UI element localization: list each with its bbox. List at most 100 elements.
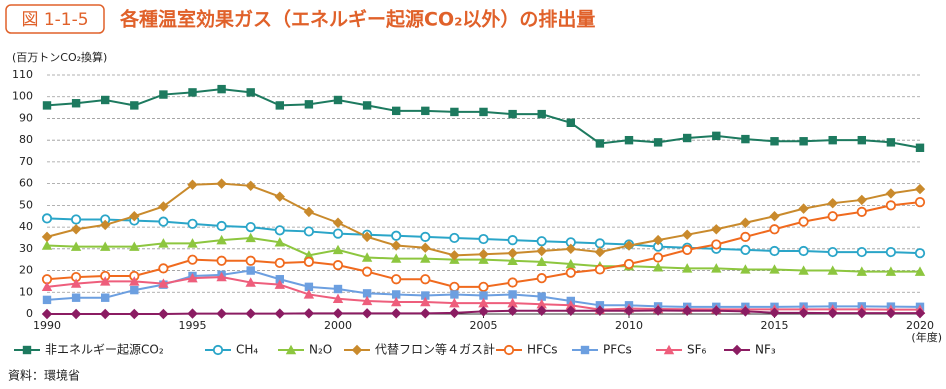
marker bbox=[503, 344, 515, 356]
y-tick-label: 0 bbox=[26, 307, 33, 320]
legend-label: N₂O bbox=[309, 343, 332, 357]
marker bbox=[70, 241, 82, 251]
marker bbox=[507, 277, 518, 288]
marker bbox=[71, 99, 81, 108]
marker bbox=[362, 101, 372, 110]
marker bbox=[216, 234, 227, 245]
marker bbox=[856, 206, 867, 217]
marker bbox=[827, 307, 838, 319]
marker bbox=[274, 237, 285, 247]
marker bbox=[449, 307, 460, 319]
marker bbox=[391, 274, 402, 285]
marker bbox=[275, 101, 284, 110]
figure-label: 図 1-1-5 bbox=[21, 10, 88, 30]
x-tick-label: 2010 bbox=[615, 319, 643, 332]
marker bbox=[245, 308, 256, 319]
marker bbox=[769, 264, 780, 274]
marker bbox=[478, 249, 489, 260]
marker bbox=[41, 308, 53, 320]
marker bbox=[741, 134, 750, 144]
line bbox=[46, 201, 921, 288]
marker bbox=[770, 137, 779, 146]
marker bbox=[856, 266, 867, 276]
marker bbox=[303, 226, 314, 237]
marker bbox=[479, 107, 488, 117]
marker bbox=[623, 240, 635, 251]
marker bbox=[478, 233, 489, 245]
marker bbox=[594, 264, 606, 275]
marker bbox=[332, 244, 344, 255]
marker bbox=[769, 224, 780, 235]
y-tick-label: 50 bbox=[19, 198, 33, 211]
marker bbox=[536, 256, 547, 267]
marker bbox=[652, 252, 664, 263]
marker bbox=[303, 308, 315, 319]
marker bbox=[100, 241, 111, 251]
marker bbox=[799, 137, 808, 146]
marker bbox=[565, 243, 576, 255]
marker bbox=[856, 246, 867, 258]
marker bbox=[594, 238, 606, 249]
marker bbox=[536, 273, 547, 284]
marker bbox=[682, 244, 693, 256]
marker bbox=[274, 257, 285, 269]
marker bbox=[22, 345, 32, 355]
marker bbox=[42, 295, 52, 305]
marker bbox=[798, 245, 809, 257]
marker bbox=[158, 238, 169, 248]
marker bbox=[41, 213, 53, 224]
marker bbox=[70, 224, 82, 235]
x-axis-label: (年度) bbox=[911, 330, 942, 344]
marker bbox=[914, 307, 926, 319]
marker bbox=[623, 258, 635, 270]
marker bbox=[652, 262, 664, 272]
marker bbox=[827, 265, 838, 275]
marker bbox=[507, 235, 518, 246]
y-tick-label: 20 bbox=[19, 264, 33, 277]
marker bbox=[565, 267, 576, 278]
marker bbox=[478, 281, 489, 292]
series bbox=[42, 84, 925, 152]
marker bbox=[740, 244, 751, 256]
marker bbox=[245, 255, 256, 266]
legend-label: 非エネルギー起源CO₂ bbox=[45, 343, 164, 357]
marker bbox=[682, 263, 693, 273]
marker bbox=[275, 275, 284, 284]
marker bbox=[391, 230, 402, 241]
marker bbox=[914, 266, 926, 276]
marker bbox=[216, 308, 227, 319]
x-tick-label: 1990 bbox=[33, 319, 61, 332]
marker bbox=[332, 217, 344, 228]
marker bbox=[731, 344, 743, 356]
marker bbox=[449, 281, 460, 292]
legend-label: NF₃ bbox=[755, 343, 776, 357]
marker bbox=[216, 220, 227, 232]
marker bbox=[187, 218, 198, 229]
marker bbox=[536, 299, 547, 309]
marker bbox=[245, 180, 256, 192]
marker bbox=[886, 138, 896, 147]
marker bbox=[245, 277, 256, 287]
marker bbox=[798, 265, 809, 275]
marker bbox=[216, 178, 227, 189]
marker bbox=[303, 206, 315, 218]
marker bbox=[652, 234, 664, 246]
marker bbox=[769, 211, 780, 222]
marker bbox=[663, 344, 675, 355]
marker bbox=[565, 300, 576, 310]
x-tick-label: 2005 bbox=[470, 319, 498, 332]
marker bbox=[536, 245, 547, 257]
marker bbox=[332, 228, 344, 239]
marker bbox=[333, 284, 343, 294]
marker bbox=[624, 135, 634, 145]
marker bbox=[304, 282, 314, 292]
marker bbox=[653, 138, 663, 147]
marker bbox=[565, 258, 576, 269]
marker bbox=[71, 214, 82, 225]
legend-label: CH₄ bbox=[236, 343, 258, 357]
marker bbox=[391, 253, 402, 263]
marker bbox=[828, 135, 837, 145]
marker bbox=[507, 305, 518, 316]
marker bbox=[158, 278, 169, 288]
